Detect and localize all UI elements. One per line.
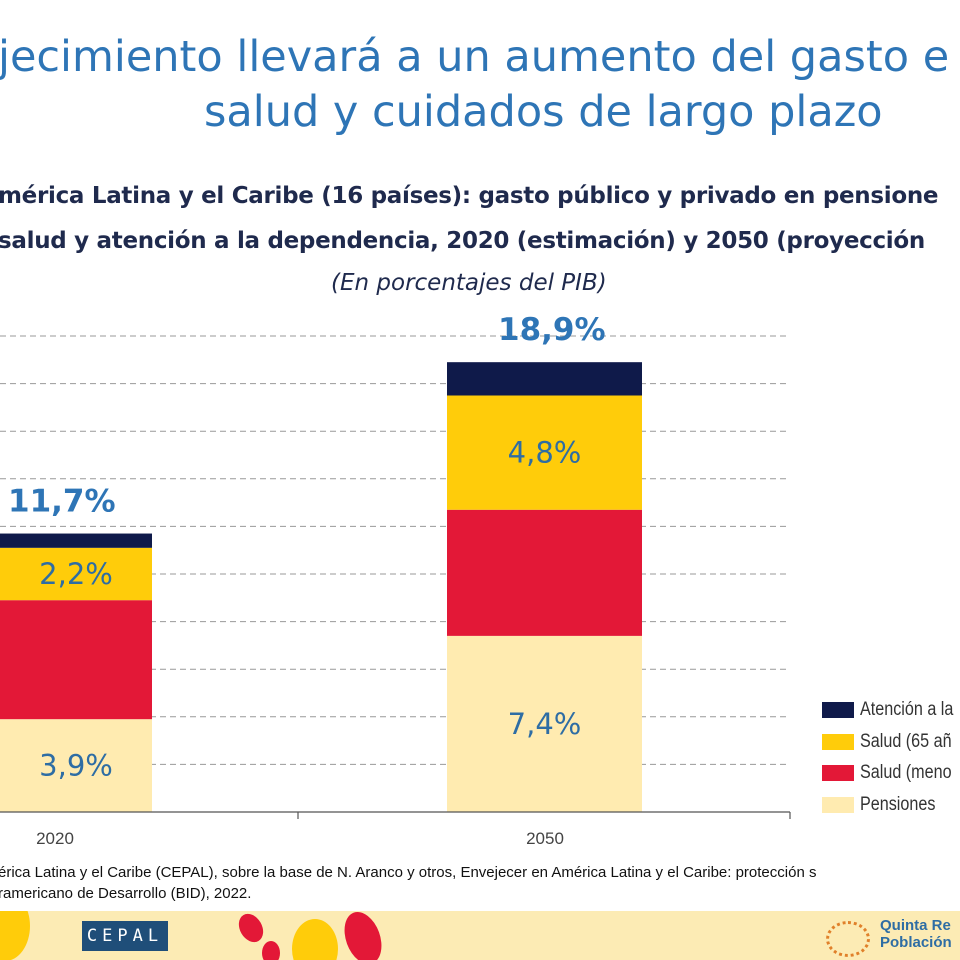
- slide-title-line1: jecimiento llevará a un aumento del gast…: [0, 32, 950, 82]
- legend-label: Pensiones: [860, 793, 936, 815]
- x-tick-label: 2020: [36, 829, 74, 848]
- slide-title-line2: salud y cuidados de largo plazo: [204, 87, 883, 137]
- conference-logo-line2: Población: [880, 934, 952, 951]
- bar-segment: [0, 719, 152, 812]
- decorative-shape: [337, 911, 389, 960]
- total-label: 11,7%: [8, 484, 116, 520]
- stacked-bar-chart: 3,9% 2,2% 11,7% 2020 7,4% 4,8% 18,9% 2050: [0, 312, 791, 848]
- segment-label: 3,9%: [39, 749, 113, 783]
- cepal-logo: CEPAL: [82, 921, 168, 951]
- legend-item: Salud (meno: [822, 762, 960, 783]
- decorative-shape: [233, 911, 269, 947]
- conference-logo-line1: Quinta Re: [880, 917, 951, 934]
- decorative-shape: [262, 941, 280, 960]
- legend-item: Atención a la: [822, 699, 960, 720]
- legend-swatch: [822, 702, 854, 718]
- bar-segment: [0, 547, 152, 601]
- bar-segment: [447, 395, 642, 510]
- segment-label: 2,2%: [39, 557, 113, 591]
- legend-swatch: [822, 733, 854, 750]
- bar-segment: [447, 362, 642, 396]
- chart-unit: (En porcentajes del PIB): [331, 270, 607, 296]
- legend-swatch: [822, 765, 854, 781]
- legend-label: Atención a la: [860, 699, 954, 720]
- footer-band: CEPAL Quinta Re Población: [0, 911, 960, 960]
- bar-segment: [447, 509, 642, 636]
- legend-item: Salud (65 añ: [822, 730, 960, 752]
- legend-swatch: [822, 796, 854, 813]
- decorative-shape: [292, 919, 338, 960]
- source-line1: érica Latina y el Caribe (CEPAL), sobre …: [0, 864, 817, 881]
- legend-label: Salud (meno: [860, 762, 952, 783]
- total-label: 18,9%: [498, 312, 606, 348]
- chart-title-line2: salud y atención a la dependencia, 2020 …: [0, 228, 925, 254]
- bar-segment: [0, 533, 152, 548]
- chart-title-line1: mérica Latina y el Caribe (16 países): g…: [0, 183, 939, 209]
- bar-segment: [447, 635, 642, 812]
- legend-label: Salud (65 añ: [860, 730, 952, 752]
- decorative-shape: [0, 911, 30, 960]
- bar-segment: [0, 600, 152, 720]
- conference-logo-text: Quinta Re Población: [880, 917, 952, 951]
- segment-label: 4,8%: [508, 436, 582, 470]
- conference-logo-icon: [826, 921, 870, 957]
- source-line2: ramericano de Desarrollo (BID), 2022.: [0, 885, 252, 902]
- x-tick-label: 2050: [526, 829, 564, 848]
- legend-item: Pensiones: [822, 793, 949, 815]
- segment-label: 7,4%: [508, 707, 582, 741]
